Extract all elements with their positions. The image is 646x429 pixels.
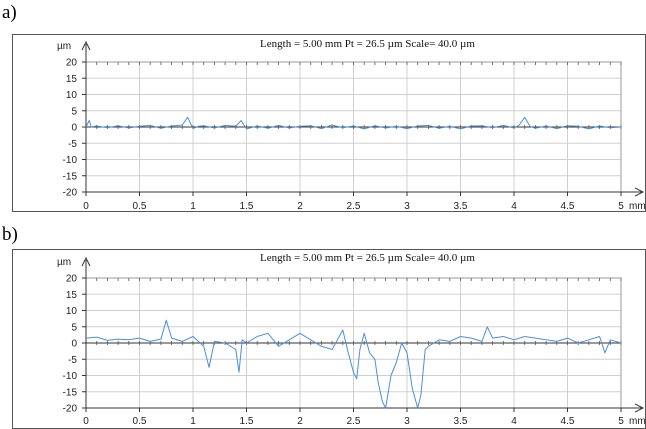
panel-b-y-tick-label: 15 — [66, 290, 78, 301]
panel-a-x-tick-label: 2 — [297, 201, 303, 212]
panel-a-x-tick-label: 2.5 — [347, 201, 361, 212]
panel-b-x-unit: mm — [629, 416, 646, 427]
panel-b-y-arrow — [81, 256, 91, 267]
panel-b-x-tick-label: 3.5 — [454, 416, 468, 427]
panel-a-x-arrow — [634, 187, 645, 197]
panel-a-y-tick-label: 15 — [66, 74, 78, 85]
panel-a-y-arrow — [81, 40, 91, 51]
panel-b-x-tick-label: 1 — [190, 416, 196, 427]
panel-b-y-tick-label: -10 — [63, 371, 78, 382]
panel-b-x-tick-label: 1.5 — [240, 416, 254, 427]
panel-a-x-tick-label: 1 — [190, 201, 196, 212]
panel-b-label: b) — [2, 224, 18, 245]
panel-a-x-tick-label: 0 — [83, 201, 89, 212]
panel-b-y-tick-label: 10 — [66, 306, 78, 317]
panel-a-y-tick-label: -15 — [63, 171, 78, 182]
panel-b-x-tick-label: 4 — [511, 416, 517, 427]
panel-a-y-tick-label: 0 — [71, 123, 77, 134]
panel-b-x-tick-label: 0 — [83, 416, 89, 427]
panel-a-y-tick-label: 20 — [66, 58, 78, 69]
panel-b-profile-line — [85, 319, 622, 409]
panel-b-x-tick-label: 3 — [404, 416, 410, 427]
panel-a-x-tick-label: 4 — [511, 201, 517, 212]
panel-b-y-tick-label: 0 — [71, 339, 77, 350]
panel-a-label: a) — [2, 2, 17, 23]
panel-a-header: Length = 5.00 mm Pt = 26.5 µm Scale= 40.… — [260, 38, 475, 50]
panel-b-x-tick-label: 5 — [618, 416, 624, 427]
panel-a-x-tick-label: 3.5 — [454, 201, 468, 212]
panel-b-y-tick-label: -5 — [68, 355, 77, 366]
panel-a-x-tick-label: 5 — [618, 201, 624, 212]
panel-b-y-unit: µm — [57, 257, 71, 268]
panel-b-y-tick-label: 20 — [66, 274, 78, 285]
panel-a-y-tick-label: 10 — [66, 90, 78, 101]
panel-a-y-tick-label: -5 — [68, 139, 77, 150]
panel-a-y-tick-label: -10 — [63, 155, 78, 166]
panel-a-x-tick-label: 1.5 — [240, 201, 254, 212]
panel-b-x-arrow — [634, 403, 645, 413]
panel-a-x-tick-label: 4.5 — [561, 201, 575, 212]
panel-b-y-tick-label: -15 — [63, 387, 78, 398]
panel-a-y-tick-label: 5 — [71, 106, 77, 117]
panel-b-y-tick-label: -20 — [63, 404, 78, 415]
panel-b-x-tick-label: 2 — [297, 416, 303, 427]
panel-a-x-unit: mm — [629, 201, 646, 212]
panel-b-y-tick-label: 5 — [71, 322, 77, 333]
panel-a-x-tick-label: 3 — [404, 201, 410, 212]
panel-b-x-tick-label: 4.5 — [561, 416, 575, 427]
panel-b-x-tick-label: 0.5 — [133, 416, 147, 427]
panel-b-header: Length = 5.00 mm Pt = 26.5 µm Scale= 40.… — [260, 252, 475, 264]
panel-a-y-tick-label: -20 — [63, 188, 78, 199]
panel-b-x-tick-label: 2.5 — [347, 416, 361, 427]
panel-a-profile-line — [85, 116, 622, 130]
panel-a-x-tick-label: 0.5 — [133, 201, 147, 212]
panel-a-y-unit: µm — [57, 41, 71, 52]
